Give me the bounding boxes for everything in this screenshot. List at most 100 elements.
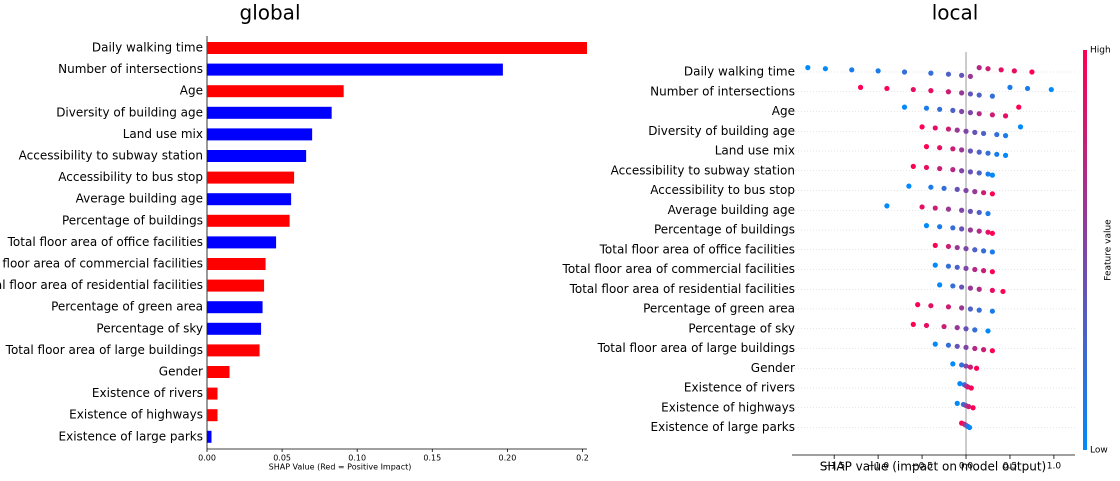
shap-point (954, 186, 960, 192)
y-tick-label: Percentage of green area (643, 302, 795, 316)
y-tick-label: Percentage of sky (688, 321, 795, 335)
y-tick-label: Age (180, 84, 203, 98)
shap-point (954, 343, 960, 349)
y-tick-label: Land use mix (715, 144, 795, 158)
shap-point (928, 184, 934, 190)
shap-point (966, 404, 972, 410)
shap-point (1002, 133, 1009, 139)
global-title: global (240, 1, 301, 25)
shap-point (923, 223, 930, 229)
shap-point (945, 126, 952, 132)
shap-point (989, 249, 995, 255)
shap-point (932, 242, 938, 248)
shap-point (937, 224, 943, 230)
y-tick-label: Total floor area of office facilities (7, 235, 203, 249)
shap-point (901, 104, 908, 110)
shap-point (967, 91, 974, 97)
y-tick-label: Total floor area of commercial facilitie… (562, 262, 795, 276)
shap-point (937, 145, 943, 151)
y-tick-label: Percentage of buildings (654, 223, 795, 237)
shap-point (976, 286, 982, 292)
bar (207, 387, 218, 400)
bar (207, 366, 230, 378)
y-tick-label: Gender (751, 361, 795, 375)
shap-point (923, 164, 930, 171)
y-tick-label: Percentage of buildings (62, 213, 203, 227)
shap-point (1016, 104, 1022, 110)
shap-point (849, 67, 855, 73)
shap-point (985, 66, 991, 72)
y-tick-label: Age (772, 104, 795, 118)
shap-point (989, 269, 995, 275)
bar (207, 214, 290, 227)
bar (207, 430, 212, 443)
shap-point (967, 285, 974, 291)
shap-point (963, 326, 969, 332)
shap-point (972, 247, 978, 253)
x-tick-label: 0.10 (348, 454, 366, 463)
shap-point (945, 243, 952, 250)
shap-point (945, 206, 952, 212)
shap-point (950, 107, 956, 113)
shap-point (976, 149, 982, 155)
shap-point (1011, 68, 1017, 74)
shap-point (822, 66, 828, 72)
shap-point (976, 65, 982, 71)
shap-point (937, 106, 943, 112)
shap-point (976, 209, 982, 216)
bar (207, 128, 313, 141)
y-tick-label: Average building age (76, 192, 203, 206)
shap-point (970, 405, 976, 411)
shap-point (980, 190, 987, 196)
x-tick-label: 0.2 (576, 454, 589, 463)
y-tick-label: Average building age (668, 203, 795, 217)
shap-point (875, 68, 881, 74)
x-tick-label: 0.15 (423, 454, 441, 463)
y-tick-label: Percentage of sky (96, 321, 203, 335)
shap-point (901, 69, 908, 75)
bar (207, 42, 587, 54)
shap-point (923, 322, 930, 329)
shap-point (963, 128, 969, 134)
shap-point (972, 327, 978, 333)
y-tick-label: Total floor area of large buildings (597, 341, 795, 355)
shap-point (910, 163, 916, 169)
shap-point (906, 183, 912, 189)
colorbar-label: Feature value (1104, 219, 1114, 281)
shap-point (1000, 288, 1006, 295)
shap-point (989, 287, 995, 293)
bar (207, 85, 344, 98)
shap-point (980, 347, 987, 353)
x-tick-label: 0.20 (498, 454, 516, 463)
colorbar-high: High (1090, 46, 1111, 56)
shap-point (989, 93, 995, 99)
shap-point (937, 282, 943, 288)
shap-point (937, 165, 943, 172)
shap-point (989, 348, 995, 354)
shap-point (884, 203, 890, 209)
shap-point (963, 187, 969, 194)
y-tick-label: Total floor area of commercial facilitie… (0, 257, 203, 271)
y-tick-label: Gender (159, 365, 203, 379)
shap-point (985, 229, 991, 235)
bar (207, 301, 263, 314)
x-tick-label: 0.00 (198, 454, 216, 463)
shap-point (968, 385, 974, 391)
shap-point (985, 171, 991, 177)
bar (207, 193, 292, 206)
shap-point (919, 124, 925, 130)
x-tick-label: −1.0 (867, 462, 889, 472)
shap-point (884, 85, 890, 92)
shap-point (928, 88, 934, 94)
shap-point (972, 345, 978, 352)
shap-point (928, 70, 934, 76)
shap-point (980, 130, 987, 137)
x-tick-label: −1.5 (823, 462, 845, 472)
y-tick-label: Number of intersections (650, 84, 795, 98)
shap-point (954, 127, 960, 133)
shap-point (985, 150, 991, 156)
shap-point (967, 227, 974, 233)
shap-point (959, 226, 965, 232)
shap-point (932, 125, 938, 131)
